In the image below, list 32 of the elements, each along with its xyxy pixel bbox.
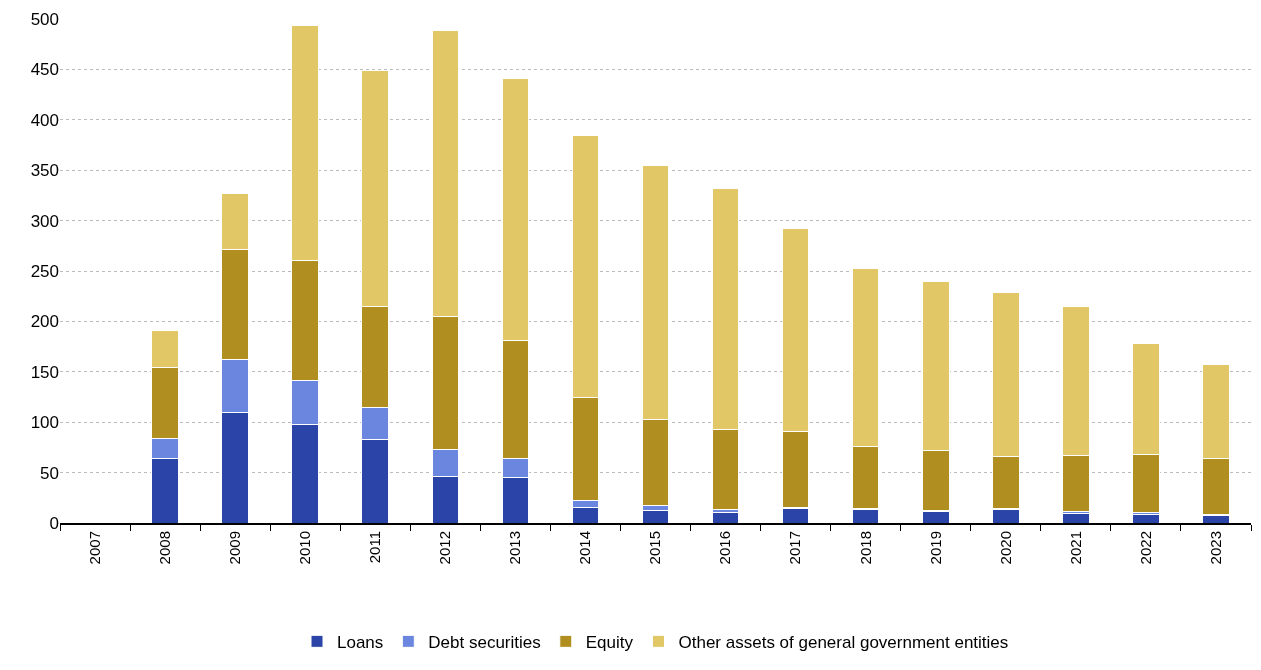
x-tick-label: 2020	[996, 531, 1014, 565]
x-tick-label: 2008	[155, 531, 173, 565]
x-tick-label: 2018	[856, 531, 874, 565]
x-tick-label: 2021	[1066, 531, 1084, 565]
y-tick-label: 400	[30, 110, 59, 130]
y-tick-label: 450	[30, 60, 59, 80]
y-tick-label: 300	[30, 211, 59, 231]
y-tick-label: 0	[49, 513, 59, 533]
x-tick-label: 2023	[1206, 531, 1224, 565]
x-tick-label: 2013	[506, 531, 524, 565]
y-tick-label: 50	[40, 463, 59, 483]
x-tick-label: 2016	[716, 531, 734, 565]
y-tick-label: 150	[30, 362, 59, 382]
x-tick-label: 2022	[1136, 531, 1154, 565]
legend-label: Equity	[585, 632, 634, 652]
y-tick-label: 350	[30, 161, 59, 181]
x-tick-label: 2010	[296, 531, 314, 565]
y-tick-label: 200	[30, 312, 59, 332]
y-tick-label: 500	[30, 9, 59, 29]
x-tick-label: 2019	[926, 531, 944, 565]
legend-label: Loans	[337, 632, 384, 652]
x-tick-label: 2014	[576, 531, 594, 565]
x-tick-label: 2012	[436, 531, 454, 565]
legend-label: Other assets of general government entities	[678, 632, 1009, 652]
x-tick-label: 2009	[226, 531, 244, 565]
y-tick-label: 100	[30, 413, 59, 433]
x-tick-label: 2017	[786, 531, 804, 565]
x-tick-label: 2015	[646, 531, 664, 565]
x-tick-label: 2007	[85, 531, 103, 565]
x-tick-label: 2011	[366, 531, 384, 564]
y-tick-label: 250	[30, 261, 59, 281]
legend-label: Debt securities	[428, 632, 541, 652]
